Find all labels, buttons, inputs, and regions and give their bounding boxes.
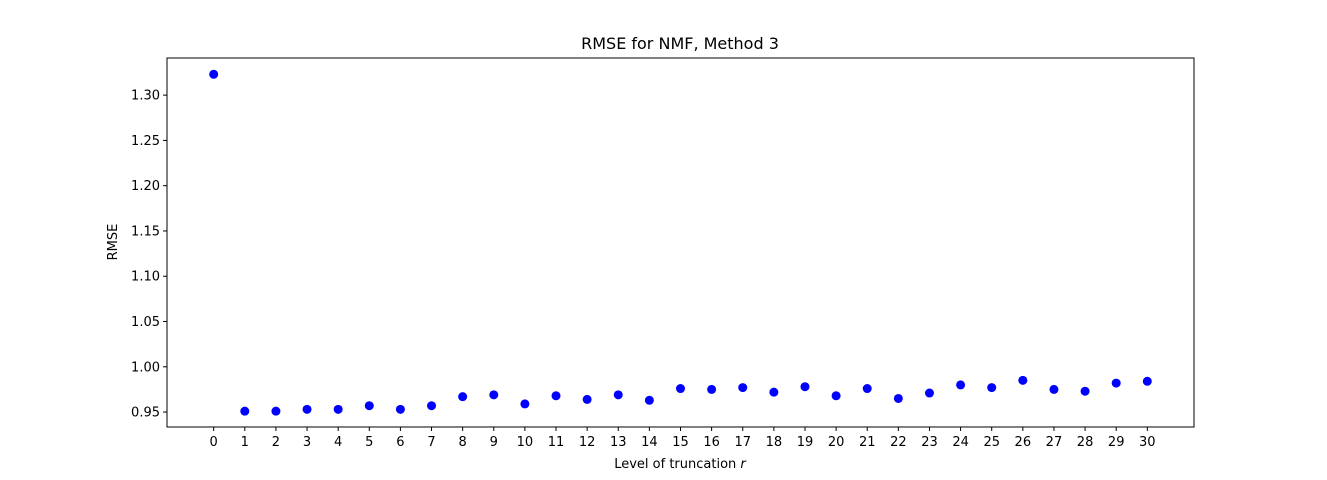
y-tick-label: 1.15 (131, 224, 160, 239)
x-tick-label: 12 (579, 435, 596, 450)
x-tick-label: 27 (1046, 435, 1063, 450)
data-point (395, 404, 405, 414)
x-tick-label: 26 (1015, 435, 1032, 450)
data-point (582, 394, 592, 404)
x-axis-label-variable: r (740, 457, 747, 472)
x-tick-label: 16 (703, 435, 720, 450)
x-tick-label: 17 (734, 435, 751, 450)
data-point (707, 384, 717, 394)
x-tick-label: 30 (1139, 435, 1156, 450)
x-tick-label: 29 (1108, 435, 1125, 450)
x-tick-label: 10 (517, 435, 534, 450)
x-axis-label-text: Level of truncation (614, 457, 740, 472)
x-tick-label: 21 (859, 435, 876, 450)
x-tick-label: 25 (983, 435, 1000, 450)
data-point (1049, 384, 1059, 394)
x-tick-label: 8 (459, 435, 467, 450)
x-axis-label: Level of truncation r (614, 457, 747, 472)
data-points (209, 69, 1152, 416)
x-tick-label: 1 (241, 435, 249, 450)
x-axis: 0 1 2 3 4 5 6 7 8 9 10 11 12 13 14 15 16 17 18 19 20 21 22 23 24… (210, 427, 1156, 450)
x-tick-label: 23 (921, 435, 938, 450)
data-point (676, 384, 685, 394)
data-point (956, 380, 966, 390)
data-point (520, 399, 530, 409)
x-tick-label: 13 (610, 435, 627, 450)
x-tick-label: 4 (334, 435, 342, 450)
chart-title: RMSE for NMF, Method 3 (581, 34, 779, 53)
x-tick-label: 3 (303, 435, 311, 450)
data-point (924, 388, 934, 398)
y-tick-label: 1.25 (131, 134, 160, 149)
y-axis-label: RMSE (106, 224, 121, 261)
data-point (1018, 375, 1028, 385)
data-point (240, 406, 250, 416)
data-point (1142, 376, 1152, 386)
data-point (831, 391, 841, 401)
x-tick-label: 15 (672, 435, 689, 450)
data-point (333, 404, 343, 414)
y-tick-label: 1.20 (131, 179, 160, 194)
x-tick-label: 7 (427, 435, 435, 450)
x-tick-label: 9 (490, 435, 498, 450)
data-point (271, 406, 281, 416)
data-point (893, 393, 903, 403)
x-tick-label: 20 (828, 435, 845, 450)
y-tick-label: 1.00 (131, 360, 160, 375)
x-tick-label: 19 (797, 435, 814, 450)
x-tick-label: 2 (272, 435, 280, 450)
x-tick-label: 22 (890, 435, 907, 450)
data-point (427, 401, 437, 411)
x-tick-label: 6 (396, 435, 404, 450)
y-tick-label: 1.05 (131, 315, 160, 330)
data-point (364, 401, 374, 411)
x-tick-label: 0 (210, 435, 218, 450)
data-point (862, 384, 872, 394)
data-point (1080, 386, 1090, 396)
x-tick-label: 24 (952, 435, 969, 450)
data-point (458, 392, 468, 402)
data-point (800, 382, 810, 392)
y-tick-label: 1.30 (131, 89, 160, 104)
y-axis: 0.95 1.00 1.05 1.10 1.15 1.20 1.25 1.30 (131, 89, 167, 421)
x-tick-label: 11 (548, 435, 565, 450)
data-point (551, 391, 561, 401)
data-point (769, 387, 779, 397)
data-point (644, 395, 654, 405)
x-tick-label: 18 (766, 435, 783, 450)
data-point (987, 383, 997, 393)
data-point (738, 383, 748, 393)
data-point (1111, 378, 1121, 388)
data-point (489, 390, 499, 400)
y-tick-label: 1.10 (131, 270, 160, 285)
data-point (302, 404, 312, 414)
x-tick-label: 14 (641, 435, 658, 450)
y-tick-label: 0.95 (131, 406, 160, 421)
x-tick-label: 5 (365, 435, 373, 450)
x-tick-label: 28 (1077, 435, 1094, 450)
data-point (613, 390, 623, 400)
data-point (209, 69, 219, 79)
